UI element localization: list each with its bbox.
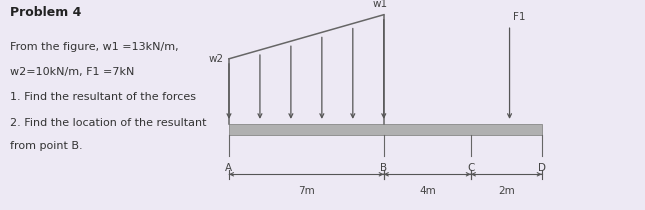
Text: C: C <box>467 163 475 173</box>
Text: w2=10kN/m, F1 =7kN: w2=10kN/m, F1 =7kN <box>10 67 134 77</box>
Bar <box>229 124 542 135</box>
Text: from point B.: from point B. <box>10 141 83 151</box>
Text: A: A <box>225 163 233 173</box>
Text: B: B <box>380 163 388 173</box>
Text: From the figure, w1 =13kN/m,: From the figure, w1 =13kN/m, <box>10 42 178 52</box>
Text: D: D <box>538 163 546 173</box>
Text: w2: w2 <box>209 54 224 64</box>
Text: 2m: 2m <box>498 186 515 196</box>
Text: Problem 4: Problem 4 <box>10 6 81 19</box>
Text: 4m: 4m <box>419 186 435 196</box>
Text: F1: F1 <box>513 12 525 22</box>
Text: 2. Find the location of the resultant: 2. Find the location of the resultant <box>10 118 206 128</box>
Text: 1. Find the resultant of the forces: 1. Find the resultant of the forces <box>10 92 195 102</box>
Text: 7m: 7m <box>298 186 315 196</box>
Text: w1: w1 <box>373 0 388 9</box>
